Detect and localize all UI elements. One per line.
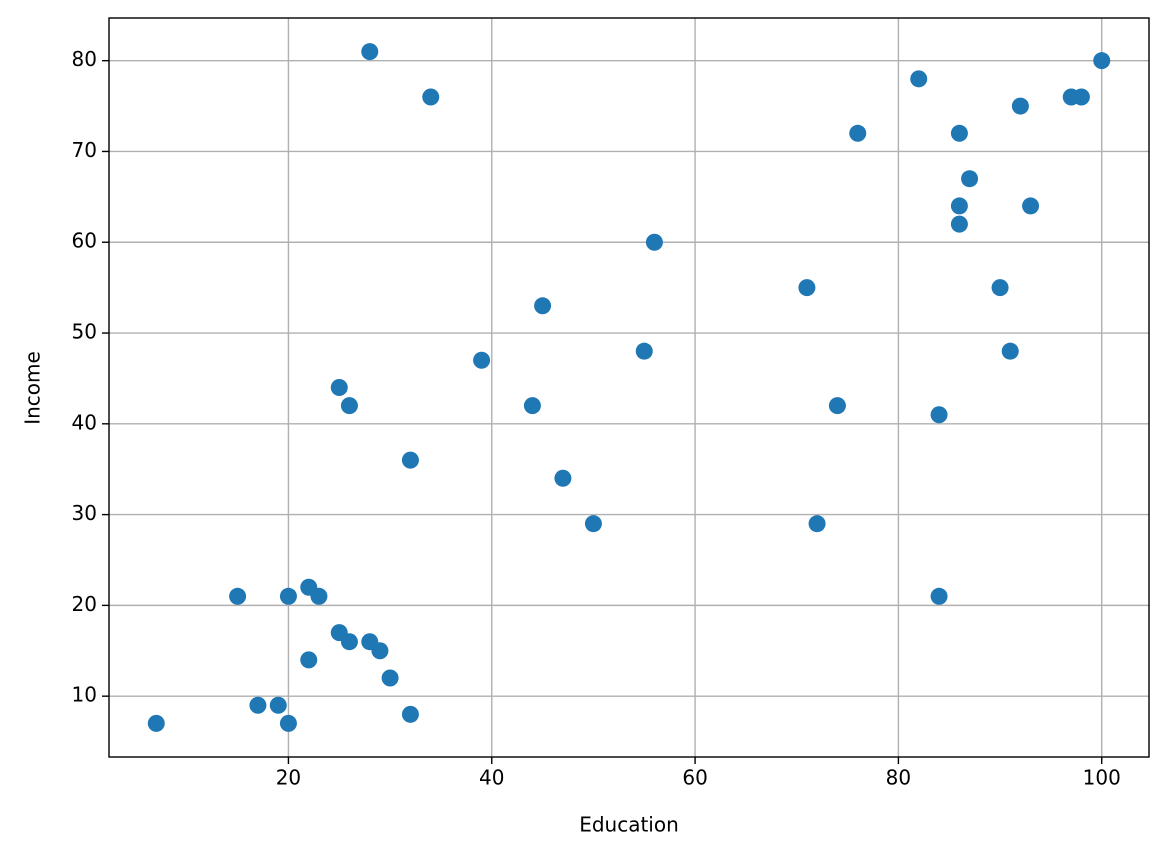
- point: [340, 633, 358, 651]
- point: [584, 515, 602, 533]
- point: [1011, 97, 1029, 115]
- point: [950, 215, 968, 233]
- y-tick-label: 70: [72, 138, 97, 162]
- y-tick-label: 60: [72, 229, 97, 253]
- point: [534, 297, 552, 315]
- point: [340, 397, 358, 415]
- point: [300, 651, 318, 669]
- point: [554, 469, 572, 487]
- x-axis-label: Education: [579, 813, 679, 837]
- point: [849, 124, 867, 142]
- point: [279, 714, 297, 732]
- point: [310, 587, 328, 605]
- point: [1093, 52, 1111, 70]
- y-tick-label: 80: [72, 47, 97, 71]
- point: [798, 279, 816, 297]
- y-tick-label: 30: [72, 501, 97, 525]
- point: [381, 669, 399, 687]
- plot-frame: [108, 17, 1150, 758]
- point: [249, 696, 267, 714]
- point: [1072, 88, 1090, 106]
- point: [635, 342, 653, 360]
- y-axis-label: Income: [21, 351, 45, 425]
- point: [950, 124, 968, 142]
- point: [279, 587, 297, 605]
- x-tick-label: 60: [682, 766, 707, 790]
- point: [808, 515, 826, 533]
- y-tick-label: 50: [72, 320, 97, 344]
- point: [401, 451, 419, 469]
- point: [147, 714, 165, 732]
- point: [371, 642, 389, 660]
- point: [330, 379, 348, 396]
- point: [523, 397, 541, 415]
- point: [229, 587, 247, 605]
- point: [1001, 342, 1019, 360]
- point: [930, 406, 948, 424]
- point: [991, 279, 1009, 297]
- y-tick-label: 10: [72, 683, 97, 707]
- point: [1022, 197, 1040, 215]
- point: [950, 197, 968, 215]
- point: [473, 351, 491, 369]
- point: [645, 233, 663, 251]
- point: [961, 170, 979, 188]
- y-tick-label: 40: [72, 410, 97, 434]
- y-tick-label: 20: [72, 592, 97, 616]
- point: [401, 705, 419, 723]
- point: [910, 70, 928, 88]
- x-tick-label: 40: [479, 766, 504, 790]
- point: [361, 43, 379, 61]
- x-tick-label: 80: [886, 766, 911, 790]
- point: [269, 696, 287, 714]
- point: [828, 397, 846, 415]
- x-tick-label: 20: [276, 766, 301, 790]
- point: [422, 88, 440, 106]
- x-tick-label: 100: [1083, 766, 1121, 790]
- point: [930, 587, 948, 605]
